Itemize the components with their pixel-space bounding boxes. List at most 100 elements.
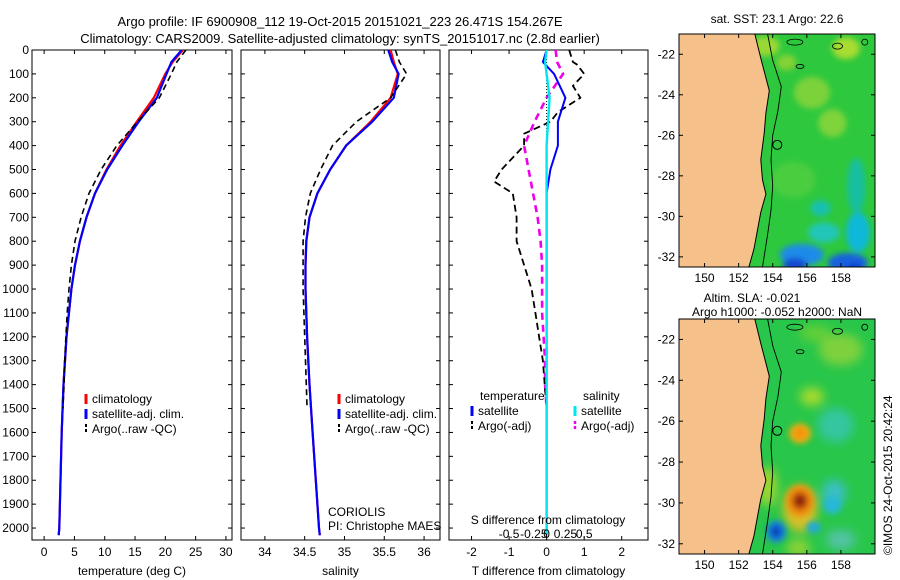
- sst-map-title: sat. SST: 23.1 Argo: 22.6: [711, 12, 844, 26]
- map-x-tick-label: 154: [763, 558, 783, 572]
- diff-salinity-legend-label: Argo(-adj): [581, 419, 634, 433]
- x-tick-label-S: -0.5: [499, 527, 520, 541]
- temperature-satellite-line: [57, 50, 183, 536]
- temperature-legend-label: Argo(..raw -QC): [92, 422, 177, 436]
- x-tick-label: 34: [258, 545, 272, 559]
- x-tick-label: 1: [581, 545, 588, 559]
- sst-patch: [832, 37, 861, 60]
- float-position-marker: [772, 139, 783, 150]
- sst-patch: [818, 109, 847, 138]
- map-x-tick-label: 150: [695, 271, 715, 285]
- y-tick-label: 200: [9, 91, 29, 105]
- land-mass: [679, 34, 770, 267]
- x-axis-label: T difference from climatology: [472, 564, 626, 578]
- y-tick-label: 1600: [2, 425, 29, 439]
- map-y-tick-label: -28: [658, 455, 676, 469]
- salinity-argo-line: [302, 50, 408, 409]
- x-tick-label-S: 0.5: [576, 527, 593, 541]
- diff-salinity-legend-label: satellite: [581, 404, 622, 418]
- plot-frame: [448, 49, 649, 541]
- x-tick-label: 10: [98, 545, 112, 559]
- sla-patch: [799, 387, 824, 406]
- x-tick-label: 35: [338, 545, 352, 559]
- diff-temperature-legend-label: Argo(-adj): [478, 419, 531, 433]
- sst-patch: [847, 263, 863, 267]
- map-y-tick-label: -32: [658, 250, 676, 264]
- sla-patch: [818, 333, 863, 366]
- map-x-tick-label: 158: [831, 558, 851, 572]
- sst-patch: [807, 222, 840, 243]
- map-y-tick-label: -24: [658, 88, 676, 102]
- sla-patch: [786, 538, 811, 554]
- x-axis-label-top: S difference from climatology: [471, 513, 626, 527]
- sla-patch: [817, 408, 854, 443]
- y-tick-label: 1300: [2, 354, 29, 368]
- x-tick-label: 0: [543, 545, 550, 559]
- temperature-panel: 0 5 10 15 20 25 300100200300400500600700800900…: [2, 43, 233, 578]
- sla-patch: [825, 529, 856, 550]
- map-y-tick-label: -22: [658, 332, 676, 346]
- salinity-climatology-line: [304, 50, 399, 536]
- map-x-tick-label: 158: [831, 271, 851, 285]
- land-mass: [679, 319, 770, 554]
- isobath-contour: [762, 319, 782, 554]
- x-tick-label: 34.5: [293, 545, 317, 559]
- y-tick-label: 1500: [2, 402, 29, 416]
- plot-frame: [240, 49, 441, 541]
- map-x-tick-label: 152: [729, 271, 749, 285]
- reef-outline: [861, 323, 869, 331]
- sst-patch: [776, 54, 797, 71]
- x-tick-label: 30: [219, 545, 233, 559]
- reef-outline: [786, 38, 804, 46]
- salinity-satellite-diff-line: [543, 50, 551, 536]
- y-tick-label: 900: [9, 258, 29, 272]
- y-tick-label: 1100: [3, 306, 29, 320]
- difference-panel: -2 -1 0 1 2 T difference from climatology S di…: [448, 49, 649, 578]
- pi-annotation: PI: Christophe MAES: [328, 519, 441, 533]
- salinity-legend-label: Argo(..raw -QC): [345, 422, 430, 436]
- sst-patch: [771, 161, 816, 198]
- y-tick-label: 0: [22, 43, 29, 57]
- map-y-tick-label: -26: [658, 414, 676, 428]
- diff-temperature-legend-label: satellite: [478, 404, 519, 418]
- x-tick-label: 2: [618, 545, 625, 559]
- imos-stamp: ©IMOS 24-Oct-2015 20:42:24: [881, 395, 895, 555]
- x-tick-label: -1: [504, 545, 515, 559]
- y-tick-label: 400: [9, 139, 29, 153]
- x-tick-label: 36: [417, 545, 431, 559]
- y-tick-label: 1800: [2, 473, 29, 487]
- x-tick-label: -2: [466, 545, 477, 559]
- salinity-satellite-line: [304, 50, 400, 536]
- reef-outline: [832, 42, 843, 50]
- float-position-marker: [772, 425, 783, 436]
- sla-map: 150 152 154 156 158 -22 -24 -26 -28 -30 -32: [658, 318, 876, 572]
- map-content: [679, 34, 875, 267]
- sst-patch: [810, 200, 831, 217]
- y-tick-label: 800: [9, 234, 29, 248]
- y-tick-label: 1400: [2, 378, 29, 392]
- coriolis-annotation: CORIOLIS: [328, 505, 385, 519]
- map-x-tick-label: 156: [797, 271, 817, 285]
- temperature-argo-diff-line: [493, 50, 586, 409]
- map-y-tick-label: -30: [658, 209, 676, 223]
- map-y-tick-label: -26: [658, 128, 676, 142]
- temperature-legend-label: climatology: [92, 392, 152, 406]
- reef-outline: [795, 64, 805, 69]
- reef-outline: [795, 349, 805, 355]
- y-tick-label: 300: [9, 115, 29, 129]
- y-tick-label: 1200: [2, 330, 29, 344]
- sla-core: [796, 496, 805, 505]
- sst-map: 150 152 154 156 158 -22 -24 -26 -28 -30 -32: [658, 33, 876, 285]
- y-tick-label: 1900: [2, 497, 29, 511]
- y-tick-label: 1700: [2, 449, 29, 463]
- sla-core: [806, 521, 821, 534]
- y-tick-label: 600: [9, 186, 29, 200]
- y-tick-label: 500: [9, 163, 29, 177]
- diff-legend-title-temperature: temperature: [480, 389, 545, 403]
- temperature-climatology-line: [57, 50, 184, 536]
- x-tick-label: 20: [159, 545, 173, 559]
- y-tick-label: 1000: [2, 282, 29, 296]
- plot-frame: [31, 49, 233, 541]
- map-y-tick-label: -24: [658, 373, 676, 387]
